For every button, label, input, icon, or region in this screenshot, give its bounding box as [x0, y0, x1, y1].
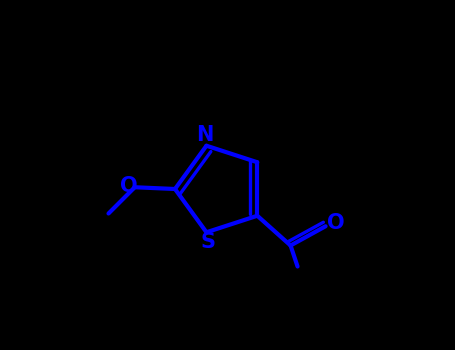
Text: O: O — [327, 213, 344, 233]
Text: S: S — [201, 232, 216, 252]
Text: O: O — [120, 175, 137, 196]
Text: N: N — [196, 125, 213, 145]
